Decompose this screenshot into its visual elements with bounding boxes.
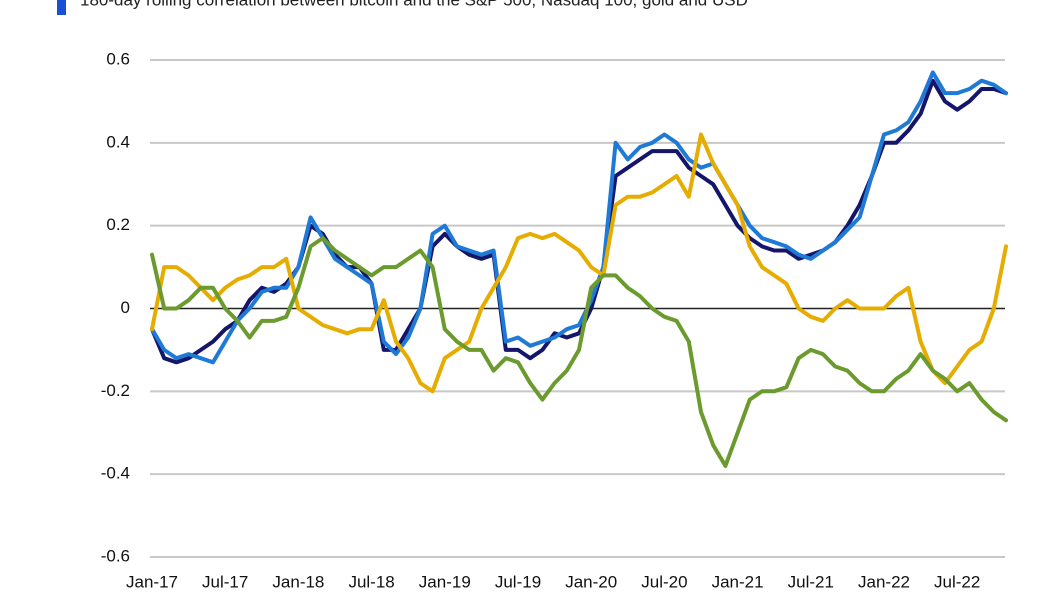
x-tick-label: Jul-22 [934,572,980,591]
y-tick-label: -0.4 [101,464,130,483]
chart-subtitle: 180-day rolling correlation between bitc… [80,0,748,9]
series-line [150,236,1008,468]
x-tick-label: Jan-18 [272,572,324,591]
x-tick-label: Jan-20 [565,572,617,591]
y-tick-label: -0.2 [101,381,130,400]
x-tick-label: Jan-17 [126,572,178,591]
x-tick-label: Jan-22 [858,572,910,591]
x-tick-label: Jul-18 [348,572,394,591]
y-tick-label: -0.6 [101,546,130,565]
x-tick-label: Jul-20 [641,572,687,591]
x-tick-label: Jan-19 [419,572,471,591]
x-tick-label: Jul-19 [495,572,541,591]
series-line [150,132,1008,394]
x-tick-label: Jan-21 [712,572,764,591]
y-tick-label: 0 [121,298,130,317]
y-tick-label: 0.6 [106,49,130,68]
y-tick-label: 0.4 [106,132,130,151]
subtitle-marker [57,0,66,15]
x-tick-label: Jul-17 [202,572,248,591]
series-line [150,70,1008,365]
y-tick-label: 0.2 [106,215,130,234]
x-tick-label: Jul-21 [788,572,834,591]
